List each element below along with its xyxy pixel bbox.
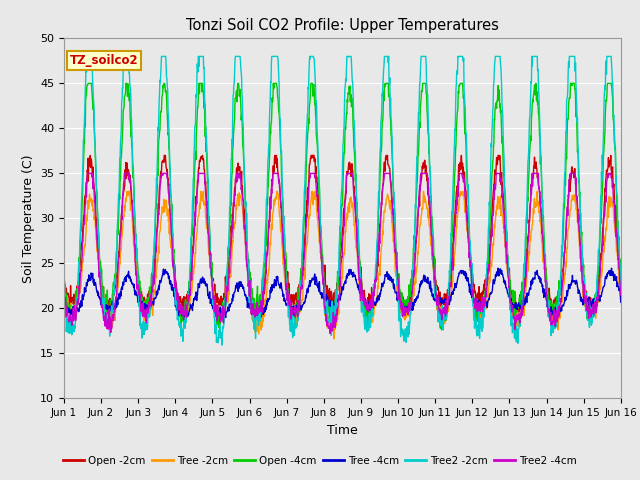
Open -2cm [184, 297, 192, 302]
Tree2 -4cm [60, 287, 68, 292]
Tree2 -2cm [218, 342, 226, 348]
Line: Tree2 -2cm: Tree2 -2cm [64, 56, 621, 345]
Tree -2cm [171, 286, 179, 291]
Tree2 -4cm [552, 324, 559, 329]
Text: TZ_soilco2: TZ_soilco2 [70, 54, 138, 67]
Tree -4cm [552, 304, 559, 310]
Tree2 -2cm [502, 224, 510, 229]
Tree2 -4cm [617, 292, 625, 298]
Tree -4cm [184, 313, 191, 319]
Line: Open -4cm: Open -4cm [64, 84, 621, 330]
Open -2cm [502, 242, 510, 248]
Open -2cm [429, 262, 437, 267]
Open -2cm [617, 267, 625, 273]
Open -4cm [429, 234, 437, 240]
Tree -2cm [246, 296, 254, 301]
Tree -4cm [222, 315, 230, 321]
Open -4cm [617, 273, 625, 279]
Open -2cm [246, 288, 254, 294]
Tree2 -2cm [617, 288, 625, 294]
Tree2 -4cm [246, 292, 254, 298]
Tree -4cm [170, 290, 178, 296]
Title: Tonzi Soil CO2 Profile: Upper Temperatures: Tonzi Soil CO2 Profile: Upper Temperatur… [186, 18, 499, 33]
Tree2 -4cm [184, 293, 192, 299]
Tree -4cm [494, 265, 502, 271]
Tree2 -2cm [83, 53, 91, 59]
Tree2 -2cm [552, 320, 559, 326]
Line: Open -2cm: Open -2cm [64, 156, 621, 321]
Line: Tree -4cm: Tree -4cm [64, 268, 621, 318]
Open -4cm [171, 269, 179, 275]
Tree -2cm [124, 189, 131, 194]
Open -4cm [184, 293, 192, 299]
Tree -2cm [617, 291, 625, 297]
X-axis label: Time: Time [327, 424, 358, 437]
Open -4cm [438, 327, 445, 333]
Open -4cm [84, 81, 92, 86]
Open -4cm [552, 300, 559, 305]
Tree -4cm [429, 291, 437, 297]
Tree -4cm [502, 285, 510, 290]
Tree2 -2cm [429, 265, 437, 271]
Tree -2cm [330, 336, 338, 342]
Open -4cm [60, 280, 68, 286]
Open -4cm [502, 222, 510, 228]
Tree2 -2cm [171, 287, 179, 292]
Tree2 -4cm [429, 264, 437, 269]
Legend: Open -2cm, Tree -2cm, Open -4cm, Tree -4cm, Tree2 -2cm, Tree2 -4cm: Open -2cm, Tree -2cm, Open -4cm, Tree -4… [59, 452, 581, 470]
Open -4cm [246, 279, 254, 285]
Open -2cm [552, 295, 559, 300]
Line: Tree2 -4cm: Tree2 -4cm [64, 173, 621, 334]
Tree2 -4cm [326, 331, 334, 336]
Tree2 -4cm [502, 251, 510, 257]
Tree -4cm [617, 300, 625, 305]
Tree2 -4cm [84, 170, 92, 176]
Tree2 -2cm [184, 294, 192, 300]
Tree -2cm [552, 324, 559, 330]
Open -2cm [86, 153, 94, 158]
Tree -2cm [184, 305, 192, 311]
Tree -2cm [60, 288, 68, 294]
Tree -4cm [246, 305, 254, 311]
Tree2 -4cm [171, 276, 179, 282]
Line: Tree -2cm: Tree -2cm [64, 192, 621, 339]
Open -2cm [60, 278, 68, 284]
Y-axis label: Soil Temperature (C): Soil Temperature (C) [22, 154, 35, 283]
Open -2cm [255, 318, 262, 324]
Tree2 -2cm [60, 294, 68, 300]
Tree -2cm [502, 261, 510, 266]
Open -2cm [171, 262, 179, 268]
Tree -2cm [429, 268, 437, 274]
Tree -4cm [60, 300, 68, 306]
Tree2 -2cm [247, 300, 255, 305]
